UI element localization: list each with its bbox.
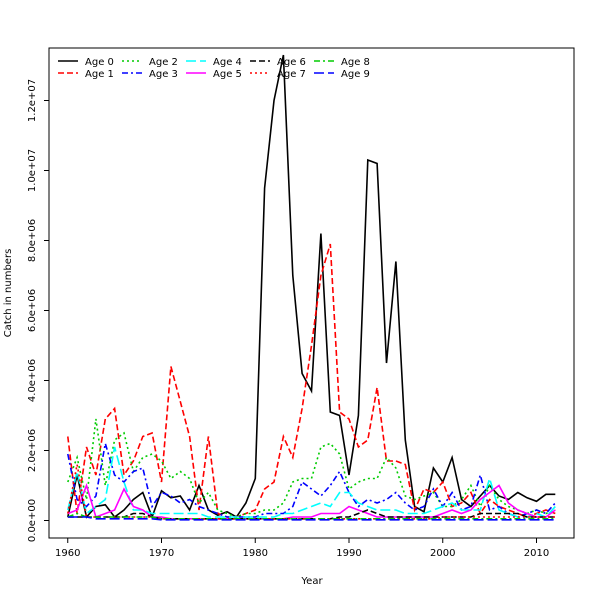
y-tick-label: 2.0e+06 xyxy=(27,429,38,472)
x-tick-label: 2000 xyxy=(430,548,455,559)
legend-label-age-0: Age 0 xyxy=(85,57,114,68)
x-axis-label: Year xyxy=(300,576,323,587)
series-line-age-4 xyxy=(67,446,556,518)
y-tick-label: 4.0e+06 xyxy=(27,359,38,402)
legend-label-age-2: Age 2 xyxy=(149,57,178,68)
plot-area-frame xyxy=(48,47,575,539)
x-tick-label: 1970 xyxy=(149,548,174,559)
legend-label-age-6: Age 6 xyxy=(277,57,306,68)
y-tick-label: 0.0e+00 xyxy=(27,499,38,542)
legend-label-age-1: Age 1 xyxy=(85,69,114,80)
series-line-age-7 xyxy=(67,464,556,520)
y-tick-label: 1.0e+07 xyxy=(27,149,38,192)
legend-label-age-7: Age 7 xyxy=(277,69,306,80)
x-axis: 1960 1970 1980 1990 2000 2010 xyxy=(55,538,549,559)
series-line-age-0 xyxy=(67,54,556,520)
legend-label-age-3: Age 3 xyxy=(149,69,178,80)
legend-label-age-9: Age 9 xyxy=(341,69,370,80)
x-tick-label: 2010 xyxy=(524,548,549,559)
series-line-age-9 xyxy=(67,516,556,521)
series-line-age-1 xyxy=(67,243,556,518)
x-tick-label: 1980 xyxy=(243,548,268,559)
series-line-age-8 xyxy=(67,512,556,520)
series-line-age-5 xyxy=(67,483,556,520)
x-tick-label: 1960 xyxy=(55,548,80,559)
y-axis: 0.0e+00 2.0e+06 4.0e+06 6.0e+06 8.0e+06 1.0e+… xyxy=(27,79,49,542)
series-line-age-3 xyxy=(67,443,556,518)
legend-label-age-8: Age 8 xyxy=(341,57,370,68)
series-line-age-6 xyxy=(67,509,556,520)
legend-label-age-5: Age 5 xyxy=(213,69,242,80)
y-tick-label: 1.2e+07 xyxy=(27,79,38,122)
x-tick-label: 1990 xyxy=(336,548,361,559)
series-lines xyxy=(67,54,556,521)
y-axis-label: Catch in numbers xyxy=(3,249,14,338)
y-tick-label: 6.0e+06 xyxy=(27,289,38,332)
legend-label-age-4: Age 4 xyxy=(213,57,242,68)
y-tick-label: 8.0e+06 xyxy=(27,219,38,262)
